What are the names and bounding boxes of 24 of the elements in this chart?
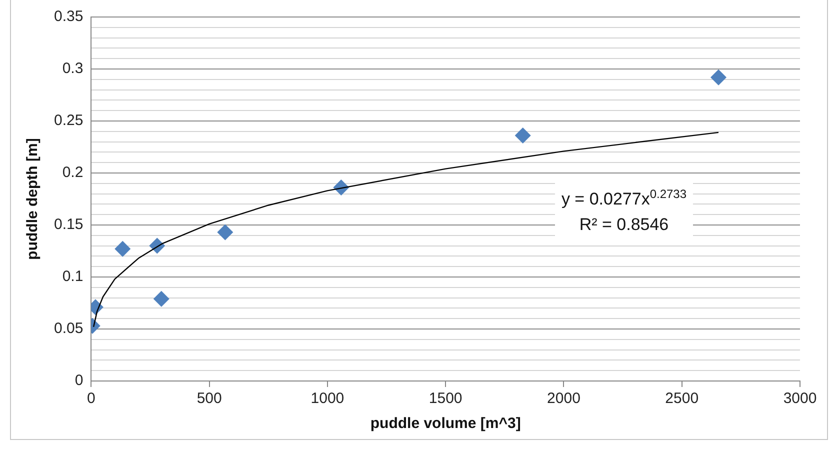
annotation: y = 0.0277x$^{0.2733}$ — [561, 186, 687, 210]
annotation: R² = 0.8546 — [578, 214, 670, 236]
point — [114, 240, 131, 257]
x-tick-label: 0 — [87, 390, 96, 408]
x-tick-label: 3000 — [783, 390, 817, 408]
point — [217, 224, 234, 240]
x-tick-label: 2500 — [665, 390, 699, 408]
point — [710, 69, 726, 86]
point — [514, 128, 531, 144]
y-tick-label: 0.05 — [54, 320, 84, 338]
y-tick-label: 0.25 — [54, 112, 84, 130]
y-tick-label: 0.35 — [54, 8, 84, 26]
y-tick-label: 0.2 — [62, 164, 84, 182]
x-axis-title: puddle volume [m^3] — [370, 415, 521, 432]
x-tick-label: 500 — [196, 390, 222, 408]
x-tick-label: 1000 — [310, 390, 344, 408]
x-tick-label: 2000 — [547, 390, 580, 408]
y-axis-title: puddle depth [m] — [24, 138, 42, 260]
point — [153, 290, 170, 307]
x-tick-label: 1500 — [428, 390, 462, 408]
y-tick-label: 0.15 — [54, 216, 84, 234]
y-tick-label: 0 — [74, 372, 84, 390]
y-tick-label: 0.1 — [62, 268, 84, 286]
y-tick-label: 0.3 — [62, 60, 84, 78]
